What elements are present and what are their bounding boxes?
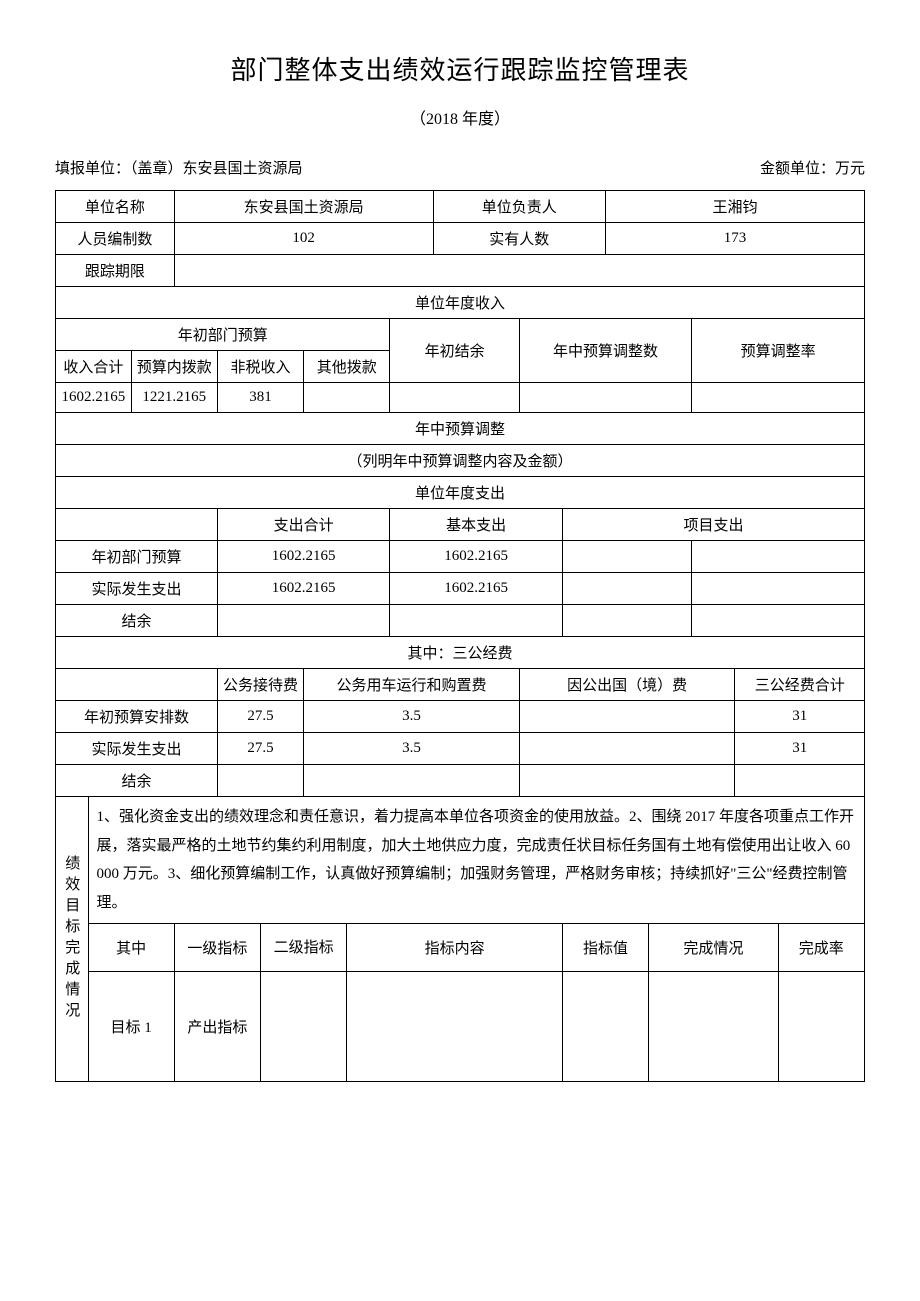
- sangong-balance-vehicle: [304, 765, 520, 797]
- goals-row1-rate: [778, 972, 864, 1082]
- expend-actual-proj1: [562, 573, 691, 605]
- sangong-abroad-label: 因公出国（境）费: [519, 669, 735, 701]
- expend-actual-basic: 1602.2165: [390, 573, 563, 605]
- goals-col-level2: 二级指标: [261, 924, 347, 972]
- income-midyear-adjust: [519, 383, 692, 413]
- income-initial-balance-label: 年初结余: [390, 319, 519, 383]
- goals-side-label: 绩效目标完成情况: [56, 797, 89, 1082]
- actual-count: 173: [606, 223, 865, 255]
- expend-actual-proj2: [692, 573, 865, 605]
- main-table: 单位名称 东安县国土资源局 单位负责人 王湘钧 人员编制数 102 实有人数 1…: [55, 190, 865, 1082]
- sangong-section: 其中：三公经费: [56, 637, 865, 669]
- expend-initial-basic: 1602.2165: [390, 541, 563, 573]
- goals-col-status: 完成情况: [649, 924, 778, 972]
- expend-basic-label: 基本支出: [390, 509, 563, 541]
- income-total: 1602.2165: [56, 383, 132, 413]
- income-initial-balance: [390, 383, 519, 413]
- sangong-vehicle-label: 公务用车运行和购置费: [304, 669, 520, 701]
- goals-row1-content: [347, 972, 563, 1082]
- sangong-balance-total: [735, 765, 865, 797]
- tracking-period-label: 跟踪期限: [56, 255, 175, 287]
- income-midyear-adjust-label: 年中预算调整数: [519, 319, 692, 383]
- sangong-balance-reception: [217, 765, 303, 797]
- expend-project-label: 项目支出: [562, 509, 864, 541]
- goals-col-value: 指标值: [562, 924, 648, 972]
- unit-leader-label: 单位负责人: [433, 191, 606, 223]
- sangong-actual-total: 31: [735, 733, 865, 765]
- sangong-balance-abroad: [519, 765, 735, 797]
- income-nontax: 381: [217, 383, 303, 413]
- sangong-initial-label: 年初预算安排数: [56, 701, 218, 733]
- goals-row1-status: [649, 972, 778, 1082]
- tracking-period: [174, 255, 864, 287]
- staffing-label: 人员编制数: [56, 223, 175, 255]
- expend-balance-basic: [390, 605, 563, 637]
- income-budget-alloc-label: 预算内拨款: [131, 351, 217, 383]
- sangong-initial-vehicle: 3.5: [304, 701, 520, 733]
- income-other: [304, 383, 390, 413]
- income-nontax-label: 非税收入: [217, 351, 303, 383]
- sangong-initial-total: 31: [735, 701, 865, 733]
- midyear-note: （列明年中预算调整内容及金额）: [56, 445, 865, 477]
- expend-section: 单位年度支出: [56, 477, 865, 509]
- income-adjust-rate-label: 预算调整率: [692, 319, 865, 383]
- income-section: 单位年度收入: [56, 287, 865, 319]
- unit-name-label: 单位名称: [56, 191, 175, 223]
- sangong-total-label: 三公经费合计: [735, 669, 865, 701]
- goals-col-qizhong: 其中: [88, 924, 174, 972]
- expend-total-label: 支出合计: [217, 509, 390, 541]
- doc-title: 部门整体支出绩效运行跟踪监控管理表: [55, 50, 865, 87]
- sangong-initial-reception: 27.5: [217, 701, 303, 733]
- sangong-actual-vehicle: 3.5: [304, 733, 520, 765]
- expend-blank-hdr: [56, 509, 218, 541]
- goals-row1-qizhong: 目标 1: [88, 972, 174, 1082]
- staffing: 102: [174, 223, 433, 255]
- income-adjust-rate: [692, 383, 865, 413]
- midyear-section: 年中预算调整: [56, 413, 865, 445]
- report-unit: 填报单位：（盖章）东安县国土资源局: [55, 157, 303, 178]
- goals-col-content: 指标内容: [347, 924, 563, 972]
- doc-year: （2018 年度）: [55, 105, 865, 129]
- sangong-actual-reception: 27.5: [217, 733, 303, 765]
- sangong-balance-label: 结余: [56, 765, 218, 797]
- unit-leader: 王湘钧: [606, 191, 865, 223]
- sangong-initial-abroad: [519, 701, 735, 733]
- expend-initial-proj1: [562, 541, 691, 573]
- goals-col-level1: 一级指标: [174, 924, 260, 972]
- expend-actual-total: 1602.2165: [217, 573, 390, 605]
- sangong-actual-label: 实际发生支出: [56, 733, 218, 765]
- sangong-blank-hdr: [56, 669, 218, 701]
- income-other-label: 其他拨款: [304, 351, 390, 383]
- expend-balance-label: 结余: [56, 605, 218, 637]
- currency-unit: 金额单位：万元: [760, 157, 865, 178]
- expend-balance-proj2: [692, 605, 865, 637]
- goals-paragraph: 1、强化资金支出的绩效理念和责任意识，着力提高本单位各项资金的使用放益。2、围绕…: [88, 797, 864, 924]
- goals-row1-value: [562, 972, 648, 1082]
- income-initial-budget-label: 年初部门预算: [56, 319, 390, 351]
- sangong-actual-abroad: [519, 733, 735, 765]
- goals-col-rate: 完成率: [778, 924, 864, 972]
- expend-initial-total: 1602.2165: [217, 541, 390, 573]
- goals-row1-level2: [261, 972, 347, 1082]
- expend-actual-label: 实际发生支出: [56, 573, 218, 605]
- goals-row1-level1: 产出指标: [174, 972, 260, 1082]
- income-budget-alloc: 1221.2165: [131, 383, 217, 413]
- income-total-label: 收入合计: [56, 351, 132, 383]
- sangong-reception-label: 公务接待费: [217, 669, 303, 701]
- actual-count-label: 实有人数: [433, 223, 606, 255]
- expend-balance-total: [217, 605, 390, 637]
- expend-balance-proj1: [562, 605, 691, 637]
- expend-initial-label: 年初部门预算: [56, 541, 218, 573]
- header-line: 填报单位：（盖章）东安县国土资源局 金额单位：万元: [55, 157, 865, 178]
- expend-initial-proj2: [692, 541, 865, 573]
- unit-name: 东安县国土资源局: [174, 191, 433, 223]
